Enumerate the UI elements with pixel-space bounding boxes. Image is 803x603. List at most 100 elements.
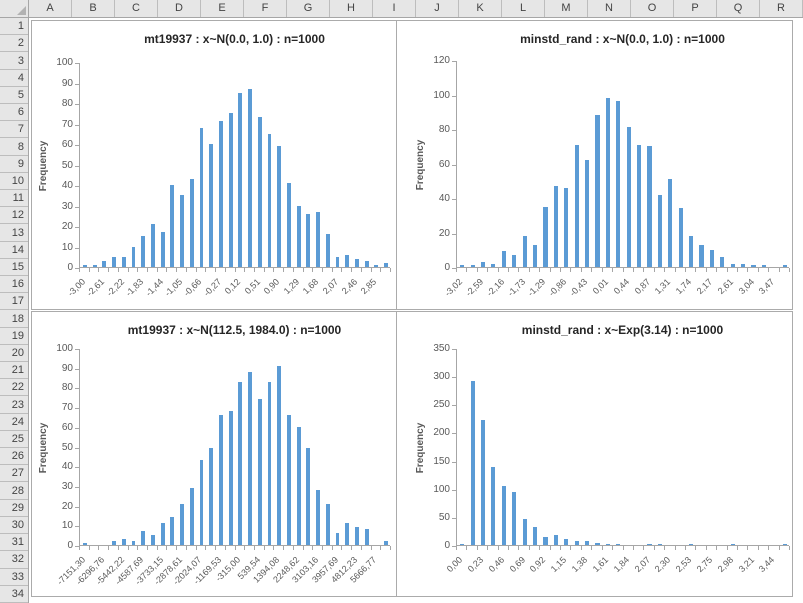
row-header-11[interactable]: 11	[0, 190, 28, 208]
histogram-bar	[141, 531, 146, 545]
column-header-N[interactable]: N	[588, 0, 631, 17]
histogram-bar	[345, 254, 350, 267]
y-axis-tick-label: 20	[61, 221, 73, 232]
x-axis-tick	[518, 546, 520, 550]
histogram-bar	[605, 543, 610, 545]
y-axis-tick	[452, 349, 456, 350]
chart-mt19937-normal-0-1[interactable]: mt19937 : x~N(0.0, 1.0) : n=1000 0 10 20 30…	[31, 20, 397, 310]
row-header-19[interactable]: 19	[0, 328, 28, 345]
column-header-I[interactable]: I	[373, 0, 416, 17]
column-header-J[interactable]: J	[416, 0, 459, 17]
x-axis-tick	[341, 268, 343, 272]
row-header-20[interactable]: 20	[0, 345, 28, 363]
x-axis-tick	[331, 268, 333, 272]
column-header-D[interactable]: D	[158, 0, 201, 17]
histogram-bar	[170, 517, 175, 545]
histogram-bar	[150, 535, 155, 545]
row-header-23[interactable]: 23	[0, 396, 28, 414]
row-header-3[interactable]: 3	[0, 52, 28, 70]
x-axis-tick	[570, 546, 572, 550]
column-header-R[interactable]: R	[760, 0, 803, 17]
column-header-K[interactable]: K	[459, 0, 502, 17]
row-header-33[interactable]: 33	[0, 569, 28, 586]
select-all-corner[interactable]	[0, 0, 29, 18]
row-header-32[interactable]: 32	[0, 551, 28, 569]
column-header-O[interactable]: O	[631, 0, 674, 17]
x-axis-tick	[108, 268, 110, 272]
histogram-bar	[199, 127, 204, 267]
row-header-10[interactable]: 10	[0, 173, 28, 191]
histogram-bar	[460, 265, 465, 267]
row-header-15[interactable]: 15	[0, 259, 28, 277]
row-header-22[interactable]: 22	[0, 379, 28, 397]
row-header-2[interactable]: 2	[0, 35, 28, 53]
row-header-28[interactable]: 28	[0, 482, 28, 500]
row-header-26[interactable]: 26	[0, 448, 28, 466]
x-axis-tick	[601, 268, 603, 272]
x-axis-tick	[528, 546, 530, 550]
y-axis-tick	[452, 164, 456, 166]
row-header-17[interactable]: 17	[0, 293, 28, 311]
column-header-A[interactable]: A	[29, 0, 72, 17]
column-header-C[interactable]: C	[115, 0, 158, 17]
row-header-16[interactable]: 16	[0, 276, 28, 294]
chart-mt19937-normal-112-1984[interactable]: mt19937 : x~N(112.5, 1984.0) : n=1000 0 1…	[31, 311, 397, 597]
row-header-14[interactable]: 14	[0, 242, 28, 259]
column-header-M[interactable]: M	[545, 0, 588, 17]
histogram-bar	[584, 541, 590, 545]
row-header-4[interactable]: 4	[0, 70, 28, 87]
row-header-1[interactable]: 1	[0, 18, 28, 36]
row-header-8[interactable]: 8	[0, 138, 28, 156]
histogram-bar	[364, 529, 369, 545]
x-axis-tick	[549, 268, 551, 272]
column-header-P[interactable]: P	[674, 0, 717, 17]
row-header-6[interactable]: 6	[0, 104, 28, 122]
y-axis-tick-label: 30	[61, 480, 73, 492]
histogram-bar	[616, 101, 621, 267]
row-header-7[interactable]: 7	[0, 121, 28, 139]
x-axis-tick	[612, 546, 614, 550]
row-header-9[interactable]: 9	[0, 156, 28, 173]
histogram-bar	[335, 256, 340, 267]
x-axis-tick	[224, 268, 226, 272]
y-axis-tick-label: 30	[61, 200, 73, 212]
row-header-5[interactable]: 5	[0, 87, 28, 105]
x-axis-tick	[98, 546, 100, 550]
histogram-bar	[460, 543, 465, 545]
row-header-21[interactable]: 21	[0, 362, 28, 380]
plot-area	[456, 349, 789, 546]
column-header-F[interactable]: F	[244, 0, 287, 17]
row-header-25[interactable]: 25	[0, 431, 28, 449]
y-axis-tick-label: 0	[67, 540, 73, 551]
x-axis-tick	[176, 546, 178, 550]
x-axis-tick	[283, 268, 285, 272]
row-header-18[interactable]: 18	[0, 310, 28, 328]
y-axis-tick-label: 60	[438, 158, 450, 170]
column-header-G[interactable]: G	[287, 0, 330, 17]
x-axis-tick	[341, 546, 343, 550]
y-axis-tick-label: 250	[433, 399, 450, 411]
row-header-24[interactable]: 24	[0, 414, 28, 431]
column-header-Q[interactable]: Q	[717, 0, 760, 17]
column-header-B[interactable]: B	[72, 0, 115, 17]
row-header-27[interactable]: 27	[0, 465, 28, 483]
histogram-bar	[218, 414, 223, 545]
row-header-34[interactable]: 34	[0, 586, 28, 603]
x-axis-tick	[185, 268, 187, 272]
histogram-bar	[761, 265, 767, 267]
histogram-bar	[730, 543, 735, 545]
row-header-31[interactable]: 31	[0, 534, 28, 552]
chart-minstd-rand-exp-3-14[interactable]: minstd_rand : x~Exp(3.14) : n=1000 0 50 10…	[396, 311, 793, 597]
chart-minstd-rand-normal-0-1[interactable]: minstd_rand : x~N(0.0, 1.0) : n=1000 0 20…	[396, 20, 793, 310]
column-header-E[interactable]: E	[201, 0, 244, 17]
row-header-30[interactable]: 30	[0, 517, 28, 535]
histogram-bar	[102, 260, 107, 267]
row-header-29[interactable]: 29	[0, 500, 28, 517]
x-axis-tick	[176, 268, 178, 272]
column-header-H[interactable]: H	[330, 0, 373, 17]
row-header-13[interactable]: 13	[0, 224, 28, 242]
histogram-bar	[82, 543, 87, 545]
row-header-12[interactable]: 12	[0, 207, 28, 225]
histogram-bar	[306, 213, 311, 267]
column-header-L[interactable]: L	[502, 0, 545, 17]
